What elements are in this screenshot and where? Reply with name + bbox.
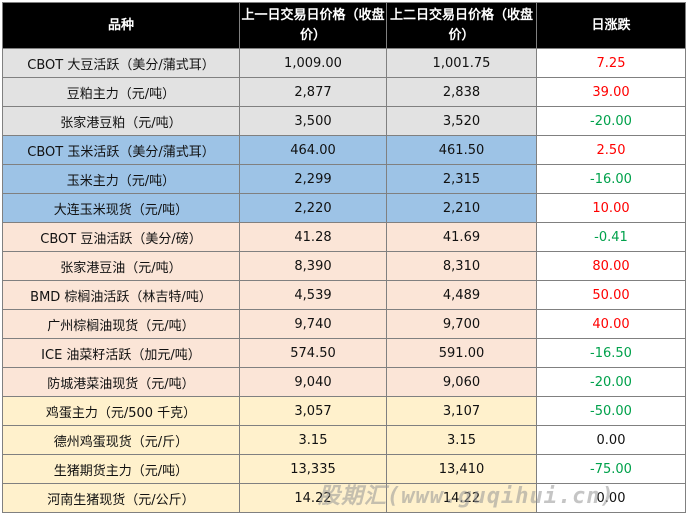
prev-day-price-cell: 41.28: [239, 222, 387, 252]
prev-day-price-cell: 13,335: [239, 454, 387, 484]
variety-cell: 广州棕榈油现货（元/吨）: [2, 309, 240, 339]
daily-change-cell: 0.00: [536, 483, 686, 513]
table-row: 玉米主力（元/吨） 2,299 2,315 -16.00: [2, 164, 686, 194]
prev2-day-price-cell: 3,107: [386, 396, 537, 426]
prev2-day-price-cell: 591.00: [386, 338, 537, 368]
header-prev-day-price: 上一日交易日价格（收盘价）: [239, 2, 387, 49]
table-row: 张家港豆油（元/吨） 8,390 8,310 80.00: [2, 251, 686, 281]
table-row: CBOT 大豆活跃（美分/蒲式耳） 1,009.00 1,001.75 7.25: [2, 48, 686, 78]
prev2-day-price-cell: 2,838: [386, 77, 537, 107]
table-row: 广州棕榈油现货（元/吨） 9,740 9,700 40.00: [2, 309, 686, 339]
daily-change-cell: -75.00: [536, 454, 686, 484]
table-row: 豆粕主力（元/吨） 2,877 2,838 39.00: [2, 77, 686, 107]
daily-change-cell: -16.50: [536, 338, 686, 368]
prev-day-price-cell: 3,500: [239, 106, 387, 136]
prev2-day-price-cell: 1,001.75: [386, 48, 537, 78]
prev2-day-price-cell: 14.22: [386, 483, 537, 513]
table-row: 大连玉米现货（元/吨） 2,220 2,210 10.00: [2, 193, 686, 223]
table-row: 生猪期货主力（元/吨） 13,335 13,410 -75.00: [2, 454, 686, 484]
variety-cell: CBOT 玉米活跃（美分/蒲式耳）: [2, 135, 240, 165]
header-variety: 品种: [2, 2, 240, 49]
prev2-day-price-cell: 13,410: [386, 454, 537, 484]
prev-day-price-cell: 3.15: [239, 425, 387, 455]
prev2-day-price-cell: 4,489: [386, 280, 537, 310]
prev2-day-price-cell: 3.15: [386, 425, 537, 455]
variety-cell: 河南生猪现货（元/公斤）: [2, 483, 240, 513]
table-row: 鸡蛋主力（元/500 千克） 3,057 3,107 -50.00: [2, 396, 686, 426]
daily-change-cell: -20.00: [536, 106, 686, 136]
prev-day-price-cell: 3,057: [239, 396, 387, 426]
variety-cell: 德州鸡蛋现货（元/斤）: [2, 425, 240, 455]
daily-change-cell: 10.00: [536, 193, 686, 223]
variety-cell: 生猪期货主力（元/吨）: [2, 454, 240, 484]
table-row: CBOT 玉米活跃（美分/蒲式耳） 464.00 461.50 2.50: [2, 135, 686, 165]
table-row: 河南生猪现货（元/公斤） 14.22 14.22 0.00: [2, 483, 686, 513]
table-row: BMD 棕榈油活跃（林吉特/吨） 4,539 4,489 50.00: [2, 280, 686, 310]
table-row: CBOT 豆油活跃（美分/磅） 41.28 41.69 -0.41: [2, 222, 686, 252]
table-row: 张家港豆粕（元/吨） 3,500 3,520 -20.00: [2, 106, 686, 136]
daily-change-cell: -20.00: [536, 367, 686, 397]
daily-change-cell: -0.41: [536, 222, 686, 252]
variety-cell: 大连玉米现货（元/吨）: [2, 193, 240, 223]
prev-day-price-cell: 8,390: [239, 251, 387, 281]
daily-change-cell: 40.00: [536, 309, 686, 339]
variety-cell: 豆粕主力（元/吨）: [2, 77, 240, 107]
header-row: 品种 上一日交易日价格（收盘价） 上二日交易日价格（收盘价） 日涨跌: [2, 2, 686, 49]
prev-day-price-cell: 9,740: [239, 309, 387, 339]
daily-change-cell: 7.25: [536, 48, 686, 78]
variety-cell: 鸡蛋主力（元/500 千克）: [2, 396, 240, 426]
prev-day-price-cell: 574.50: [239, 338, 387, 368]
prev-day-price-cell: 2,220: [239, 193, 387, 223]
header-daily-change: 日涨跌: [536, 2, 686, 49]
price-table: 品种 上一日交易日价格（收盘价） 上二日交易日价格（收盘价） 日涨跌 CBOT …: [2, 2, 686, 513]
prev2-day-price-cell: 461.50: [386, 135, 537, 165]
variety-cell: CBOT 豆油活跃（美分/磅）: [2, 222, 240, 252]
daily-change-cell: -50.00: [536, 396, 686, 426]
variety-cell: 张家港豆粕（元/吨）: [2, 106, 240, 136]
prev-day-price-cell: 9,040: [239, 367, 387, 397]
daily-change-cell: -16.00: [536, 164, 686, 194]
daily-change-cell: 50.00: [536, 280, 686, 310]
table-body: CBOT 大豆活跃（美分/蒲式耳） 1,009.00 1,001.75 7.25 豆粕主…: [2, 48, 686, 513]
prev-day-price-cell: 2,877: [239, 77, 387, 107]
prev-day-price-cell: 464.00: [239, 135, 387, 165]
prev2-day-price-cell: 3,520: [386, 106, 537, 136]
prev2-day-price-cell: 9,060: [386, 367, 537, 397]
prev2-day-price-cell: 2,315: [386, 164, 537, 194]
table-row: ICE 油菜籽活跃（加元/吨） 574.50 591.00 -16.50: [2, 338, 686, 368]
prev2-day-price-cell: 41.69: [386, 222, 537, 252]
prev2-day-price-cell: 8,310: [386, 251, 537, 281]
prev-day-price-cell: 2,299: [239, 164, 387, 194]
variety-cell: 玉米主力（元/吨）: [2, 164, 240, 194]
variety-cell: 防城港菜油现货（元/吨）: [2, 367, 240, 397]
prev2-day-price-cell: 9,700: [386, 309, 537, 339]
daily-change-cell: 0.00: [536, 425, 686, 455]
variety-cell: CBOT 大豆活跃（美分/蒲式耳）: [2, 48, 240, 78]
table-row: 德州鸡蛋现货（元/斤） 3.15 3.15 0.00: [2, 425, 686, 455]
daily-change-cell: 80.00: [536, 251, 686, 281]
table-row: 防城港菜油现货（元/吨） 9,040 9,060 -20.00: [2, 367, 686, 397]
daily-change-cell: 39.00: [536, 77, 686, 107]
variety-cell: BMD 棕榈油活跃（林吉特/吨）: [2, 280, 240, 310]
prev-day-price-cell: 14.22: [239, 483, 387, 513]
prev-day-price-cell: 1,009.00: [239, 48, 387, 78]
header-prev2-day-price: 上二日交易日价格（收盘价）: [386, 2, 537, 49]
daily-change-cell: 2.50: [536, 135, 686, 165]
prev-day-price-cell: 4,539: [239, 280, 387, 310]
variety-cell: 张家港豆油（元/吨）: [2, 251, 240, 281]
prev2-day-price-cell: 2,210: [386, 193, 537, 223]
variety-cell: ICE 油菜籽活跃（加元/吨）: [2, 338, 240, 368]
